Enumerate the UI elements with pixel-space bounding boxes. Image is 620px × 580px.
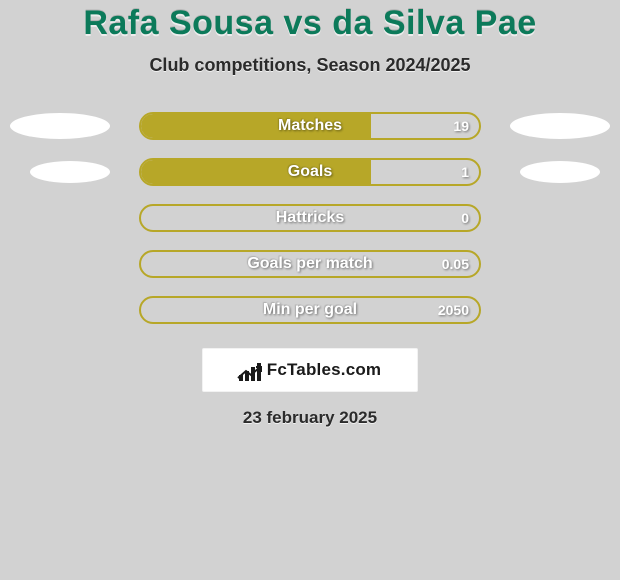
stat-value-right: 1 (461, 164, 469, 180)
stat-label: Min per goal (141, 301, 479, 319)
date-label: 23 february 2025 (243, 408, 377, 428)
stat-row: Goals per match0.05 (0, 250, 620, 278)
stat-value-right: 2050 (438, 302, 469, 318)
logo-text: FcTables.com (267, 360, 382, 380)
bar-chart-icon (239, 359, 261, 381)
logo-card: FcTables.com (202, 348, 418, 392)
stat-label: Goals per match (141, 255, 479, 273)
left-accent-ellipse (30, 161, 110, 183)
stat-bar-track: Min per goal2050 (139, 296, 481, 324)
stat-row: Min per goal2050 (0, 296, 620, 324)
stat-value-right: 19 (453, 118, 469, 134)
page-title: Rafa Sousa vs da Silva Pae (83, 4, 536, 43)
page-subtitle: Club competitions, Season 2024/2025 (149, 55, 470, 76)
right-accent-ellipse (510, 113, 610, 139)
stat-value-right: 0.05 (442, 256, 469, 272)
stat-bar-track: Hattricks0 (139, 204, 481, 232)
stat-rows: Matches19 Goals1 Hattricks0 Goals per match… (0, 112, 620, 324)
stat-bar-track: Goals per match0.05 (139, 250, 481, 278)
stat-row: Matches19 (0, 112, 620, 140)
stat-label: Hattricks (141, 209, 479, 227)
comparison-infographic: Rafa Sousa vs da Silva Pae Club competit… (0, 0, 620, 580)
right-accent-ellipse (520, 161, 600, 183)
stat-row: Goals1 (0, 158, 620, 186)
stat-bar-fill-left (141, 160, 371, 184)
stat-value-right: 0 (461, 210, 469, 226)
stat-bar-track: Matches19 (139, 112, 481, 140)
left-accent-ellipse (10, 113, 110, 139)
stat-row: Hattricks0 (0, 204, 620, 232)
stat-bar-fill-left (141, 114, 371, 138)
stat-bar-track: Goals1 (139, 158, 481, 186)
